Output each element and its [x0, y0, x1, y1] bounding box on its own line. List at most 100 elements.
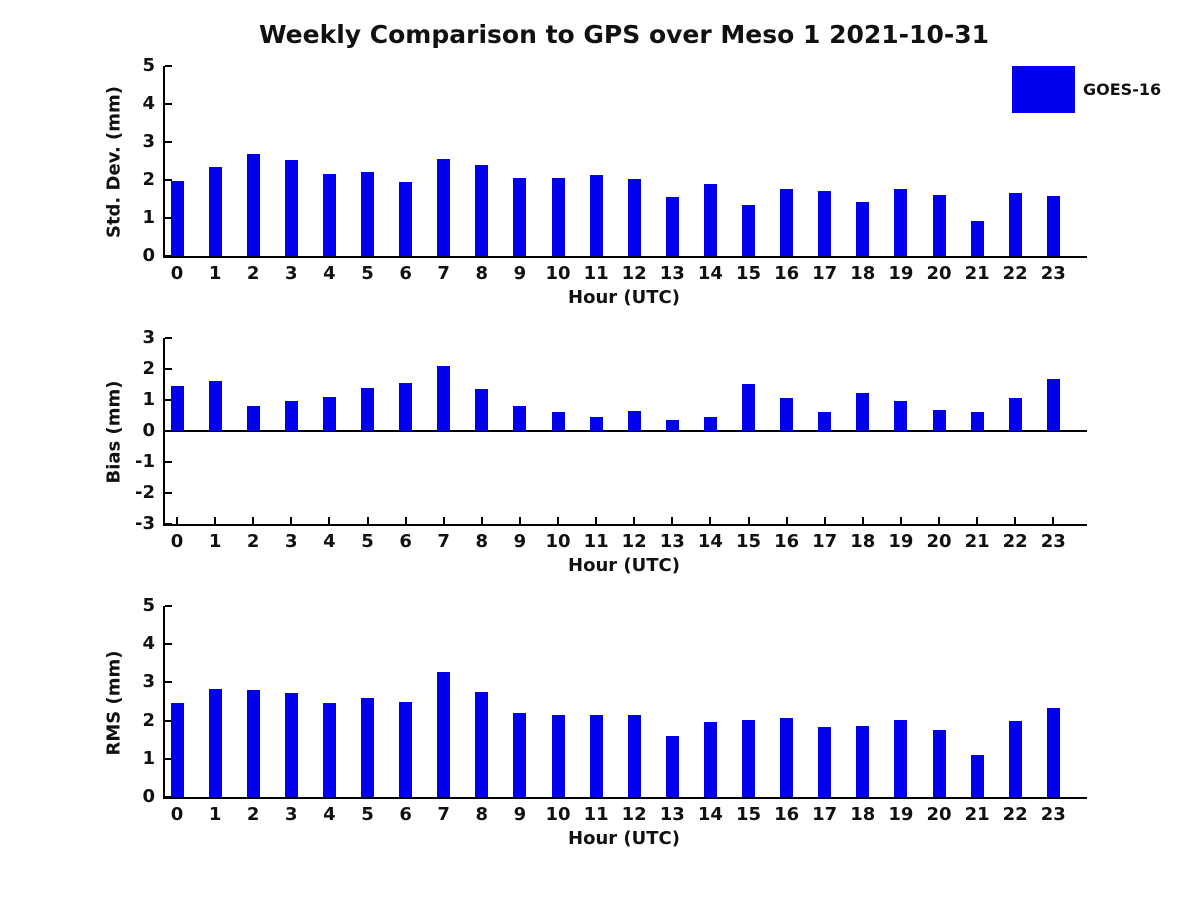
x-tick-label: 15 [735, 804, 762, 825]
x-tick-label: 18 [850, 804, 876, 825]
bar-hour-9 [513, 406, 527, 431]
x-tick-mark [823, 517, 826, 524]
bar-hour-3 [284, 693, 298, 797]
bar-hour-11 [589, 175, 603, 256]
x-tick-label: 7 [437, 263, 450, 284]
x-tick-label: 1 [208, 531, 222, 552]
legend-series-label: GOES-16 [1083, 80, 1162, 99]
y-tick-mark [165, 368, 172, 370]
rms-panel: RMS (mm) 5 4 3 2 1 0 0 1 2 3 4 5 6 7 8 9 10 11 12 13 14 15 16 1… [0, 595, 1200, 849]
bar-hour-2 [246, 154, 260, 256]
x-tick-label: 4 [323, 804, 336, 825]
bar-hour-20 [932, 729, 946, 797]
y-tick-mark [165, 399, 172, 401]
bar-hour-15 [742, 205, 755, 256]
x-tick-label: 20 [926, 263, 952, 284]
bar-hour-7 [437, 159, 451, 256]
y-tick-label: 0 [142, 420, 155, 441]
x-tick-mark [442, 517, 445, 524]
x-tick-mark [938, 517, 940, 524]
bar-hour-14 [703, 722, 717, 797]
bar-hour-4 [322, 396, 336, 431]
x-tick-label: 8 [475, 531, 489, 552]
bar-hour-2 [246, 406, 260, 431]
x-tick-label: 4 [323, 263, 336, 284]
y-tick-label: 2 [142, 358, 155, 379]
x-tick-label: 14 [697, 263, 723, 284]
x-tick-label: 19 [888, 263, 914, 284]
x-tick-mark [976, 517, 979, 524]
x-tick-label: 21 [964, 804, 990, 825]
rms-x-axis-label: Hour (UTC) [568, 828, 680, 849]
x-tick-label: 23 [1040, 531, 1066, 552]
y-tick-mark [165, 255, 172, 257]
bar-hour-3 [284, 159, 298, 256]
y-tick-mark [165, 719, 172, 722]
x-tick-label: 5 [361, 531, 374, 552]
bias-panel: Bias (mm) 3 2 1 0 -1 -2 -3 0 1 2 3 4 5 6 7 8 9 10 11 12 13 14… [0, 327, 1200, 576]
x-tick-label: 13 [659, 263, 685, 284]
y-tick-label: 5 [142, 55, 155, 76]
y-tick-mark [165, 681, 172, 684]
x-tick-mark [1014, 517, 1017, 524]
x-tick-label: 12 [621, 804, 647, 825]
x-tick-label: 16 [774, 531, 800, 552]
bar-hour-20 [932, 410, 946, 431]
x-tick-label: 22 [1002, 531, 1028, 552]
bar-hour-14 [703, 183, 717, 256]
y-tick-label: 3 [142, 327, 155, 348]
x-tick-label: 19 [888, 804, 914, 825]
y-tick-label: -2 [135, 482, 155, 503]
x-tick-label: 13 [659, 804, 685, 825]
x-tick-label: 21 [964, 531, 990, 552]
x-tick-mark [290, 517, 293, 524]
bar-hour-15 [742, 719, 755, 797]
x-tick-mark [709, 517, 712, 524]
bar-hour-17 [818, 727, 832, 797]
bar-hour-0 [170, 703, 184, 797]
bar-hour-13 [665, 196, 679, 256]
x-tick-mark [518, 517, 521, 524]
x-tick-label: 20 [926, 531, 952, 552]
zero-axis-line [165, 430, 1087, 432]
y-tick-mark [165, 65, 172, 67]
x-tick-mark [785, 517, 788, 524]
x-tick-label: 6 [399, 804, 412, 825]
bar-hour-19 [894, 188, 908, 256]
bar-hour-10 [551, 411, 565, 431]
bar-hour-10 [551, 177, 565, 256]
x-tick-label: 2 [246, 804, 260, 825]
y-tick-label: 1 [142, 747, 155, 769]
bar-hour-9 [513, 712, 527, 797]
x-tick-label: 16 [774, 263, 800, 284]
y-tick-mark [165, 217, 172, 219]
x-tick-mark [404, 517, 407, 524]
bar-hour-9 [513, 178, 527, 256]
y-tick-label: 5 [142, 595, 155, 616]
x-tick-mark [899, 517, 902, 524]
bar-hour-23 [1046, 708, 1060, 797]
y-tick-mark [165, 757, 172, 760]
bar-hour-14 [703, 417, 717, 431]
x-tick-label: 0 [170, 804, 184, 825]
x-tick-label: 14 [697, 531, 723, 552]
bar-hour-5 [361, 388, 374, 431]
y-tick-label: 3 [142, 131, 155, 152]
bar-hour-6 [399, 701, 413, 797]
bar-hour-21 [970, 754, 984, 797]
x-tick-label: 9 [513, 531, 527, 552]
bar-hour-22 [1008, 192, 1022, 256]
bar-hour-18 [856, 393, 870, 431]
x-tick-mark [595, 517, 598, 524]
x-tick-label: 23 [1040, 263, 1066, 284]
x-tick-label: 6 [399, 531, 412, 552]
bar-hour-16 [780, 189, 794, 256]
x-tick-label: 23 [1040, 804, 1066, 825]
bar-hour-0 [170, 180, 184, 256]
bar-hour-8 [475, 691, 489, 797]
y-tick-mark [165, 461, 172, 463]
x-tick-mark [747, 517, 750, 524]
x-tick-label: 6 [399, 263, 412, 284]
x-tick-label: 2 [246, 263, 260, 284]
